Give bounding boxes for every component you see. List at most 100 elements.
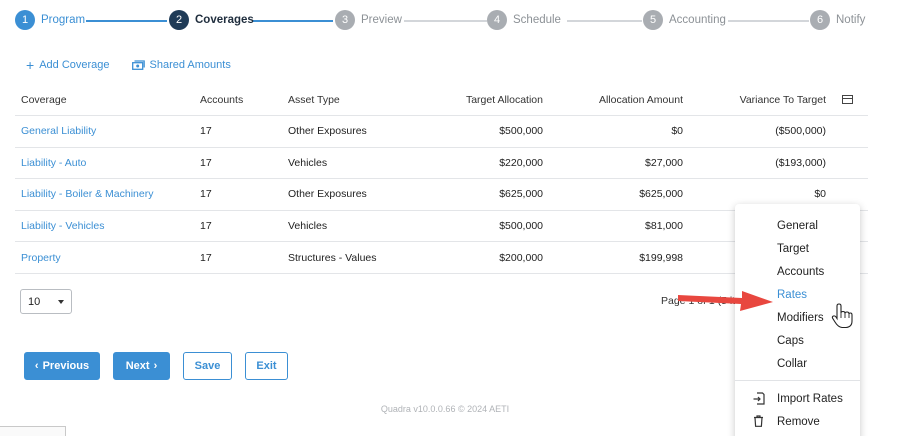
- asset-type-cell: Vehicles: [288, 220, 328, 233]
- step-coverages[interactable]: 2 Coverages: [169, 10, 254, 30]
- step-label: Notify: [836, 14, 866, 26]
- menu-item-general[interactable]: General: [777, 220, 818, 232]
- column-chooser-button[interactable]: [826, 95, 868, 104]
- column-header-target-allocation[interactable]: Target Allocation: [465, 93, 543, 106]
- target-allocation-cell: $625,000: [499, 188, 543, 201]
- save-button[interactable]: Save: [183, 352, 232, 380]
- menu-item-rates[interactable]: Rates: [777, 289, 808, 301]
- target-allocation-cell: $500,000: [499, 125, 543, 138]
- progress-stepper: 1 Program 2 Coverages 3 Preview 4 Schedu…: [0, 0, 900, 42]
- step-label: Accounting: [669, 14, 726, 26]
- annotation-arrow-icon: [678, 291, 773, 311]
- coverage-table: Coverage Accounts Asset Type Target Allo…: [15, 84, 868, 274]
- step-number: 3: [335, 10, 355, 30]
- menu-divider: [735, 380, 860, 381]
- step-connector: [404, 20, 487, 22]
- allocation-amount-cell: $81,000: [645, 220, 683, 233]
- page-size-value: 10: [28, 295, 41, 308]
- table-row: Liability - Boiler & Machinery 17 Other …: [15, 179, 868, 211]
- allocation-amount-cell: $625,000: [639, 188, 683, 201]
- table-header-row: Coverage Accounts Asset Type Target Allo…: [15, 84, 868, 116]
- coverage-link[interactable]: Liability - Vehicles: [21, 220, 105, 233]
- column-header-asset-type[interactable]: Asset Type: [288, 93, 340, 106]
- import-icon: [753, 392, 765, 405]
- step-connector: [567, 20, 642, 22]
- previous-label: Previous: [42, 360, 90, 372]
- menu-item-target[interactable]: Target: [777, 243, 809, 255]
- save-label: Save: [194, 360, 221, 372]
- exit-label: Exit: [256, 360, 277, 372]
- asset-type-cell: Structures - Values: [288, 251, 377, 264]
- variance-cell: ($500,000): [775, 125, 826, 138]
- asset-type-cell: Other Exposures: [288, 188, 367, 201]
- column-header-allocation-amount[interactable]: Allocation Amount: [598, 93, 683, 106]
- target-allocation-cell: $220,000: [499, 156, 543, 169]
- column-chooser-icon: [841, 95, 853, 104]
- horizontal-scrollbar[interactable]: [0, 426, 66, 436]
- column-header-accounts[interactable]: Accounts: [200, 93, 244, 106]
- step-number: 5: [643, 10, 663, 30]
- variance-cell: ($193,000): [775, 156, 826, 169]
- coverage-link[interactable]: Liability - Auto: [21, 156, 87, 169]
- coverage-link[interactable]: General Liability: [21, 125, 97, 138]
- chevron-down-icon: [58, 299, 64, 304]
- previous-button[interactable]: ‹ Previous: [24, 352, 100, 380]
- accounts-cell: 17: [200, 125, 212, 138]
- step-accounting[interactable]: 5 Accounting: [643, 10, 726, 30]
- accounts-cell: 17: [200, 251, 212, 264]
- next-label: Next: [125, 360, 150, 372]
- table-row: Liability - Vehicles 17 Vehicles $500,00…: [15, 211, 868, 243]
- step-label: Program: [41, 14, 86, 26]
- step-schedule[interactable]: 4 Schedule: [487, 10, 561, 30]
- plus-icon: +: [26, 56, 35, 73]
- column-header-coverage[interactable]: Coverage: [21, 93, 67, 106]
- step-number: 4: [487, 10, 507, 30]
- remove-label: Remove: [777, 416, 820, 428]
- table-row: Liability - Auto 17 Vehicles $220,000 $2…: [15, 148, 868, 180]
- menu-item-collar[interactable]: Collar: [777, 358, 808, 370]
- target-allocation-cell: $200,000: [499, 251, 543, 264]
- add-coverage-button[interactable]: + Add Coverage: [26, 56, 110, 73]
- step-number: 1: [15, 10, 35, 30]
- table-row: Property 17 Structures - Values $200,000…: [15, 242, 868, 274]
- asset-type-cell: Vehicles: [288, 156, 328, 169]
- step-number: 2: [169, 10, 189, 30]
- coverage-link[interactable]: Liability - Boiler & Machinery: [21, 188, 154, 201]
- target-allocation-cell: $500,000: [499, 220, 543, 233]
- step-connector: [86, 20, 167, 22]
- chevron-left-icon: ‹: [34, 360, 39, 372]
- menu-item-caps[interactable]: Caps: [777, 335, 804, 347]
- step-label: Coverages: [195, 14, 254, 26]
- table-row: General Liability 17 Other Exposures $50…: [15, 116, 868, 148]
- accounts-cell: 17: [200, 156, 212, 169]
- money-icon: [131, 60, 145, 70]
- step-notify[interactable]: 6 Notify: [810, 10, 865, 30]
- menu-item-modifiers[interactable]: Modifiers: [777, 312, 824, 324]
- asset-type-cell: Other Exposures: [288, 125, 367, 138]
- exit-button[interactable]: Exit: [245, 352, 288, 380]
- step-label: Preview: [361, 14, 402, 26]
- step-preview[interactable]: 3 Preview: [335, 10, 402, 30]
- step-number: 6: [810, 10, 830, 30]
- coverage-link[interactable]: Property: [21, 251, 61, 264]
- import-rates-label: Import Rates: [777, 393, 843, 405]
- accounts-cell: 17: [200, 188, 212, 201]
- shared-amounts-button[interactable]: Shared Amounts: [131, 59, 231, 71]
- add-coverage-label: Add Coverage: [39, 59, 110, 71]
- step-label: Schedule: [513, 14, 561, 26]
- next-button[interactable]: Next ›: [113, 352, 170, 380]
- chevron-right-icon: ›: [153, 360, 158, 372]
- menu-item-accounts[interactable]: Accounts: [777, 266, 825, 278]
- shared-amounts-label: Shared Amounts: [149, 59, 231, 71]
- step-program[interactable]: 1 Program: [15, 10, 85, 30]
- accounts-cell: 17: [200, 220, 212, 233]
- step-connector: [253, 20, 333, 22]
- step-connector: [728, 20, 809, 22]
- hand-cursor-icon: [831, 303, 853, 329]
- footer-version: Quadra v10.0.0.66 © 2024 AETI: [380, 404, 510, 414]
- page-size-select[interactable]: 10: [20, 289, 72, 314]
- variance-cell: $0: [814, 188, 826, 201]
- column-header-variance[interactable]: Variance To Target: [739, 93, 826, 106]
- trash-icon: [754, 415, 763, 427]
- allocation-amount-cell: $0: [671, 125, 683, 138]
